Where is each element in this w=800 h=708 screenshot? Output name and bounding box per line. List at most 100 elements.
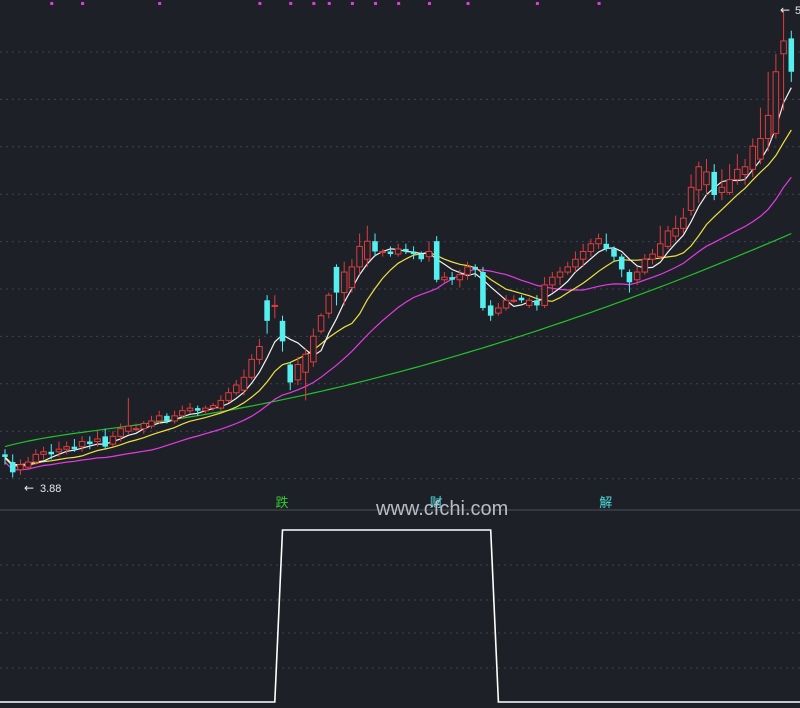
candle: [171, 410, 178, 424]
candle-body: [595, 238, 602, 245]
candle-body: [403, 248, 409, 252]
candle: [502, 295, 510, 311]
candle: [672, 215, 679, 242]
candle-body: [379, 251, 387, 253]
signal-dots: [50, 2, 601, 5]
candle-body: [140, 423, 148, 430]
price-annotations: ← 3.88 ← 5: [24, 3, 800, 495]
candle-body: [63, 446, 70, 450]
candle-body: [287, 364, 293, 383]
candle: [364, 225, 371, 267]
candle: [472, 264, 479, 278]
candle: [217, 395, 225, 411]
candle: [433, 236, 440, 283]
candle-body: [680, 217, 687, 229]
candle-body: [734, 168, 741, 181]
candle-body: [217, 399, 225, 409]
candle-body: [418, 254, 425, 260]
ma-long-line: [4, 176, 792, 471]
candle-body: [649, 253, 656, 260]
candle-body: [410, 251, 417, 255]
candle: [695, 161, 703, 203]
candle: [87, 436, 93, 450]
indicator-line: [0, 529, 800, 703]
candle: [317, 313, 325, 334]
candle: [757, 107, 764, 165]
candle-body: [672, 227, 679, 237]
candle: [611, 246, 617, 262]
low-price-label: 3.88: [40, 483, 61, 495]
candle: [202, 405, 209, 414]
candle-body: [587, 243, 595, 252]
candle: [626, 269, 633, 293]
candle: [9, 454, 16, 478]
candle: [232, 379, 240, 396]
candle: [78, 436, 86, 452]
candle: [726, 164, 733, 196]
signal-dot: [81, 2, 85, 5]
candle-body: [480, 272, 486, 308]
candle-body: [534, 300, 540, 306]
candle: [410, 246, 417, 260]
candle-body: [626, 272, 633, 283]
candle: [155, 410, 163, 424]
candle-body: [387, 251, 394, 255]
signal-dot: [427, 2, 431, 5]
candle: [425, 241, 433, 262]
candle: [302, 349, 309, 401]
signal-marker-label: 跌: [276, 495, 289, 511]
candle: [48, 444, 55, 460]
candle: [209, 402, 217, 411]
candle-body: [510, 299, 518, 302]
candle-body: [449, 277, 455, 280]
candle-body: [32, 453, 40, 463]
signal-dot: [374, 2, 378, 5]
candle-body: [611, 248, 617, 257]
candle: [256, 338, 263, 365]
candle-body: [2, 454, 8, 457]
candle: [510, 295, 518, 303]
candle: [17, 459, 24, 475]
candle-body: [271, 304, 279, 307]
candle: [287, 361, 293, 391]
candle: [788, 30, 795, 83]
signal-dot: [535, 2, 539, 5]
candle-body: [656, 243, 664, 258]
candle: [518, 295, 525, 303]
candle-body: [487, 305, 494, 316]
candle: [579, 243, 587, 267]
candle: [734, 153, 741, 185]
candle-body: [279, 320, 286, 342]
candle-body: [757, 138, 764, 160]
candlesticks: [2, 10, 795, 478]
candle-body: [256, 346, 263, 360]
candle: [125, 397, 132, 434]
candle-body: [202, 407, 209, 412]
candle-body: [556, 271, 564, 278]
candle: [179, 405, 186, 419]
high-price-arrow: ←: [780, 3, 790, 17]
candle: [456, 269, 464, 288]
candle-body: [340, 271, 348, 294]
candle: [164, 413, 170, 424]
candle: [248, 354, 255, 380]
signal-markers: 跌财解: [276, 495, 613, 511]
signal-dot: [597, 2, 601, 5]
candle-body: [741, 166, 749, 175]
candle: [32, 449, 40, 465]
signal-dot: [312, 2, 316, 5]
candle: [595, 233, 602, 249]
high-price-label: 5: [795, 5, 800, 17]
candle: [649, 248, 656, 265]
candle-body: [703, 171, 710, 186]
candle-body: [209, 405, 217, 409]
candle: [480, 266, 486, 311]
signal-dot: [397, 2, 401, 5]
candle-body: [179, 410, 186, 417]
candle: [194, 405, 201, 416]
signal-dot: [327, 2, 331, 5]
candle-body: [564, 266, 572, 273]
candle: [294, 356, 302, 386]
candle-body: [325, 294, 333, 314]
signal-dot: [466, 2, 470, 5]
